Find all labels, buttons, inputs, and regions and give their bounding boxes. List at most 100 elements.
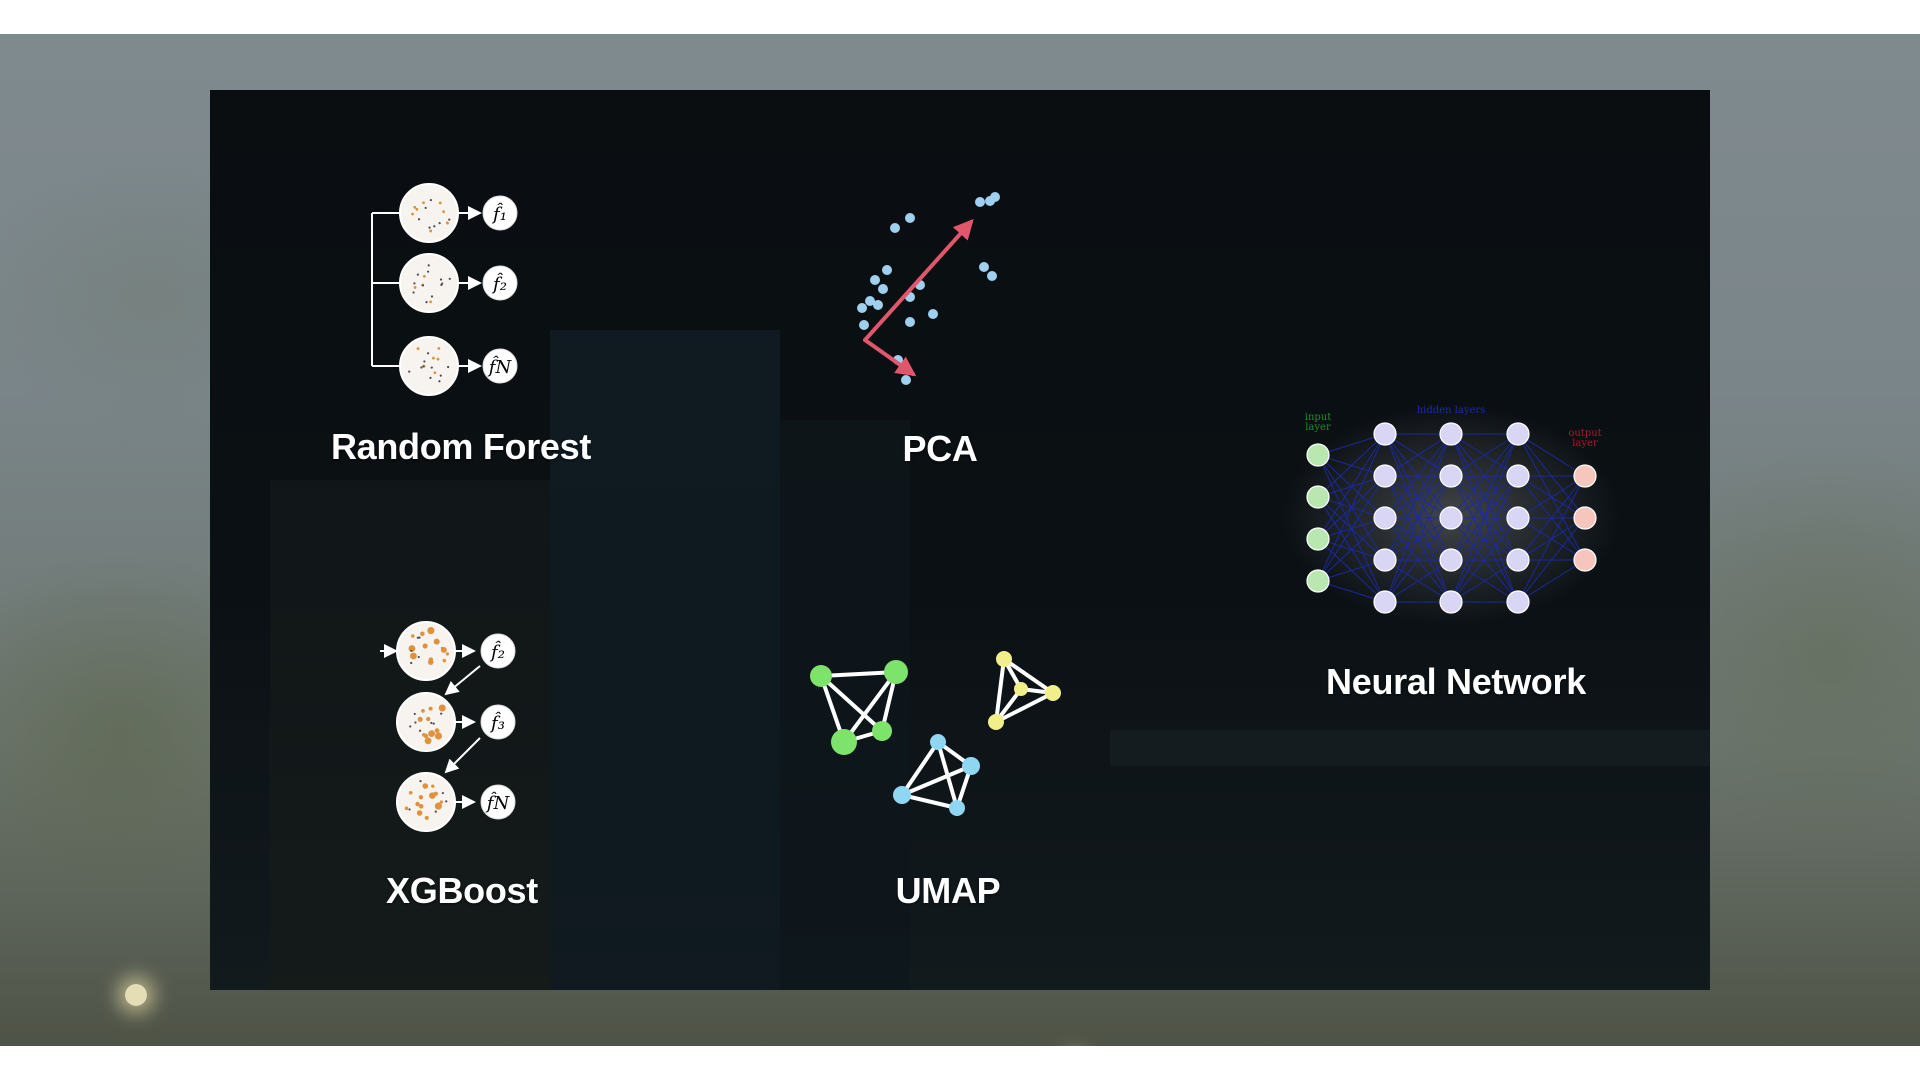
sample-dot	[430, 295, 434, 298]
sample-dot	[427, 626, 435, 635]
nn-connection	[1384, 433, 1452, 603]
xgboost-output-1: f̂₂	[480, 633, 516, 669]
sample-dot	[438, 704, 446, 712]
sample-dot	[408, 808, 411, 811]
nn-output-neuron	[1573, 548, 1597, 572]
sample-dot	[434, 810, 437, 813]
pca-data-points	[857, 192, 1000, 385]
sample-dot	[436, 357, 440, 361]
sample-dot	[411, 212, 414, 216]
xgboost-tree-2	[396, 692, 476, 752]
pca-point	[859, 320, 869, 330]
nn-hidden-neuron	[1506, 506, 1530, 530]
neural-network-title: Neural Network	[1326, 661, 1586, 702]
nn-connection	[1317, 475, 1386, 582]
random-forest-output-3: f̂N	[482, 348, 518, 384]
nn-input-layer-label-line2: layer	[1305, 422, 1331, 433]
xgboost-tree-1	[396, 621, 476, 681]
sample-dot	[418, 636, 421, 639]
nn-output-layer-label-line1: output	[1568, 428, 1601, 439]
sample-dot	[427, 352, 430, 355]
nn-connection	[1317, 580, 1386, 603]
sample-dot	[429, 198, 432, 202]
pca-point	[865, 296, 875, 306]
xgboost-title: XGBoost	[386, 870, 538, 911]
sample-dot	[422, 783, 429, 789]
sample-dot	[409, 725, 412, 728]
random-forest-title: Random Forest	[330, 426, 592, 467]
sample-dot	[413, 286, 417, 289]
sample-dot	[445, 800, 448, 803]
sample-dot	[434, 802, 442, 810]
nn-connection	[1450, 433, 1519, 519]
random-forest-sample-dots	[408, 198, 451, 383]
sample-dot	[415, 801, 420, 807]
sample-dot	[414, 721, 417, 724]
nn-input-neuron	[1306, 527, 1330, 551]
nn-connection	[1317, 433, 1386, 582]
sample-dot	[413, 282, 416, 285]
nn-hidden-neuron	[1506, 464, 1530, 488]
pca-point	[873, 300, 883, 310]
sample-dot	[426, 270, 430, 273]
pca-point	[901, 375, 911, 385]
sample-dot	[420, 366, 423, 369]
random-forest-tree-3	[399, 336, 482, 396]
sample-dot	[437, 346, 441, 350]
sample-dot	[438, 221, 441, 225]
slide-panel: f̂₁ f̂₂ f̂N	[210, 90, 1710, 990]
nn-hidden-neuron	[1373, 506, 1397, 530]
umap-cluster-yellow	[988, 651, 1061, 730]
nn-connection	[1317, 433, 1386, 498]
sample-dot	[427, 264, 430, 267]
sample-dot	[416, 273, 419, 276]
umap-title: UMAP	[895, 870, 1001, 911]
sample-dot	[425, 301, 428, 304]
sample-dot	[428, 730, 436, 738]
sample-dot	[422, 274, 426, 278]
neural-network-neurons	[1306, 422, 1597, 614]
nn-connection	[1450, 475, 1519, 603]
sample-dot	[416, 636, 419, 639]
random-forest-diagram: f̂₁ f̂₂ f̂N	[371, 183, 518, 396]
random-forest-output-label-2: f̂₂	[491, 272, 507, 295]
pca-point	[905, 317, 915, 327]
sample-dot	[416, 347, 420, 351]
nn-input-neuron	[1306, 569, 1330, 593]
sample-dot	[440, 712, 443, 715]
neural-network-diagram: input layer hidden layers output layer	[1281, 405, 1621, 625]
sample-dot	[438, 201, 442, 205]
sample-dot	[423, 360, 426, 363]
nn-connection	[1384, 517, 1452, 603]
sample-dot	[430, 721, 433, 725]
sample-dot	[446, 221, 449, 225]
sample-dot	[413, 712, 416, 716]
sample-dot	[426, 716, 431, 722]
sample-dot	[428, 226, 431, 229]
sample-dot	[431, 784, 435, 788]
sample-dot	[434, 728, 440, 733]
umap-diagram	[810, 651, 1061, 816]
sample-dot	[441, 791, 444, 795]
xgboost-tree-3	[396, 772, 476, 832]
random-forest-output-1: f̂₁	[482, 195, 518, 231]
nn-connection	[1517, 433, 1586, 477]
pca-title: PCA	[902, 428, 978, 469]
sample-dot	[418, 795, 424, 800]
pca-point	[857, 303, 867, 313]
sample-dot	[442, 658, 447, 663]
neural-network-connections	[1317, 433, 1586, 603]
nn-connection	[1450, 517, 1519, 603]
random-forest-output-2: f̂₂	[482, 265, 518, 301]
sample-dot	[422, 643, 428, 649]
nn-connection	[1517, 475, 1586, 561]
pca-point	[870, 275, 880, 285]
nn-connection	[1517, 475, 1586, 519]
sample-dot	[417, 655, 420, 659]
sample-dot	[408, 645, 416, 652]
sample-dot	[429, 376, 432, 379]
sample-dot	[411, 634, 415, 638]
nn-hidden-neuron	[1439, 464, 1463, 488]
nn-connection	[1450, 433, 1519, 561]
sample-dot	[419, 780, 422, 783]
